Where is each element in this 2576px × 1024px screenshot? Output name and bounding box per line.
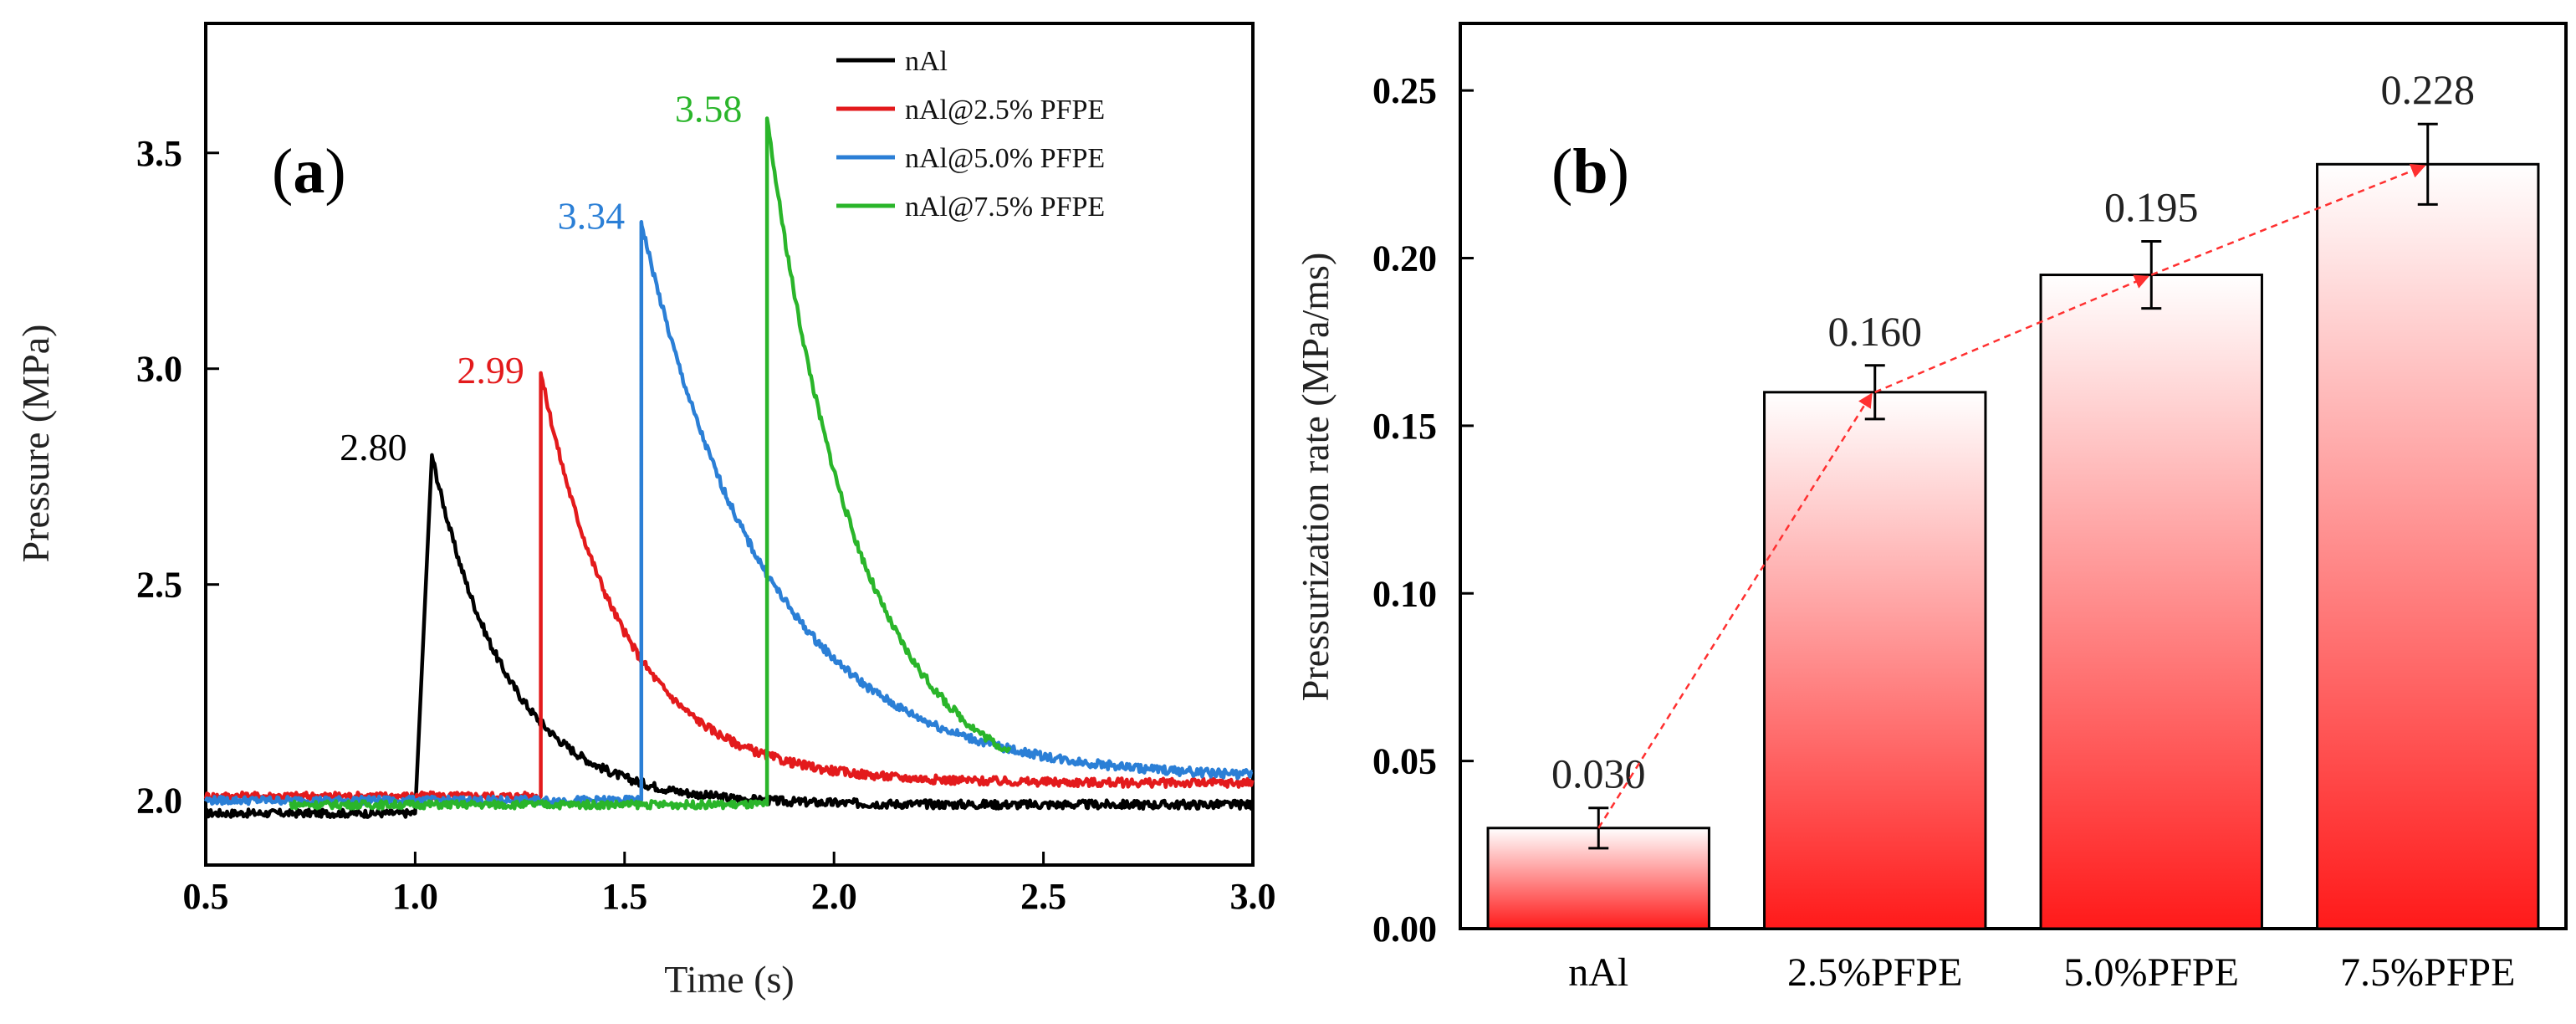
y-tick-label: 0.10 <box>1372 573 1437 614</box>
bar-value-label: 0.228 <box>2381 66 2476 113</box>
panel-a-axes: 0.5 1.0 1.5 2.0 2.5 3.0 2.0 2.5 3.0 3.5 <box>136 133 1276 917</box>
legend-entry: nAl@7.5% PFPE <box>905 192 1105 223</box>
bar-value-label: 0.160 <box>1828 308 1923 355</box>
y-tick-label: 0.00 <box>1372 909 1437 950</box>
x-tick-label: 2.0 <box>811 876 857 917</box>
panel-a-label: (a) <box>272 136 346 207</box>
panel-a-legend: nAl nAl@2.5% PFPE nAl@5.0% PFPE nAl@7.5% PF… <box>836 46 1105 223</box>
panel-a-x-axis-label: Time (s) <box>664 958 795 1001</box>
legend-entry: nAl@2.5% PFPE <box>905 95 1105 125</box>
bar-value-label: 0.195 <box>2104 183 2199 230</box>
y-tick-label: 2.0 <box>136 781 182 822</box>
panel-b-bars: 0.030 0.160 0.195 0.228 <box>1486 66 2540 930</box>
panel-a-frame <box>204 22 1255 867</box>
panel-b: 0.00 0.05 0.10 0.15 0.20 0.25 0.030 0.160 0.195… <box>1294 22 2568 995</box>
category-label: 7.5%PFPE <box>2340 950 2515 995</box>
panel-b-trend-line <box>1597 164 2426 829</box>
panel-b-label: (b) <box>1551 136 1629 207</box>
trend-arrow <box>1597 392 1873 829</box>
category-label: nAl <box>1568 950 1628 995</box>
panel-a: 0.5 1.0 1.5 2.0 2.5 3.0 2.0 2.5 3.0 3.5 (a) Press… <box>14 22 1276 1001</box>
category-label: 2.5%PFPE <box>1787 950 1962 995</box>
bar <box>1763 391 1987 930</box>
peak-value-label: 2.99 <box>457 349 524 392</box>
y-tick-label: 3.0 <box>136 349 182 390</box>
y-tick-label: 0.25 <box>1372 70 1437 111</box>
bar-value-label: 0.030 <box>1551 750 1646 797</box>
x-tick-label: 3.0 <box>1230 876 1276 917</box>
trend-arrow <box>1874 274 2149 393</box>
panel-b-y-axis-label: Pressurization rate (MPa/ms) <box>1294 253 1337 702</box>
y-tick-label: 3.5 <box>136 133 182 174</box>
trend-arrow <box>2150 164 2426 276</box>
y-tick-label: 0.15 <box>1372 406 1437 447</box>
bar <box>2039 274 2263 930</box>
series-line-4 <box>289 116 1012 811</box>
peak-value-label: 2.80 <box>340 426 407 468</box>
peak-value-label: 3.58 <box>675 87 743 130</box>
panel-a-peak-labels: 2.80 2.99 3.34 3.58 <box>340 87 742 468</box>
peak-value-label: 3.34 <box>558 194 626 237</box>
panel-b-axes: 0.00 0.05 0.10 0.15 0.20 0.25 <box>1372 70 2430 950</box>
x-tick-label: 1.5 <box>601 876 647 917</box>
x-tick-label: 1.0 <box>392 876 438 917</box>
series-line-1 <box>205 453 1255 819</box>
x-tick-label: 2.5 <box>1020 876 1066 917</box>
panel-a-y-axis-label: Pressure (MPa) <box>14 325 57 563</box>
x-tick-label: 0.5 <box>183 876 229 917</box>
panel-b-frame <box>1459 22 2568 930</box>
series-line-2 <box>203 371 1255 802</box>
panel-a-series <box>203 116 1255 819</box>
bar <box>2316 162 2540 930</box>
panel-b-category-labels: nAl 2.5%PFPE 5.0%PFPE 7.5%PFPE <box>1568 950 2515 995</box>
y-tick-label: 2.5 <box>136 565 182 606</box>
legend-entry: nAl <box>905 46 948 77</box>
category-label: 5.0%PFPE <box>2064 950 2239 995</box>
y-tick-label: 0.20 <box>1372 238 1437 279</box>
legend-entry: nAl@5.0% PFPE <box>905 143 1105 174</box>
y-tick-label: 0.05 <box>1372 741 1437 782</box>
series-line-3 <box>203 220 1254 806</box>
